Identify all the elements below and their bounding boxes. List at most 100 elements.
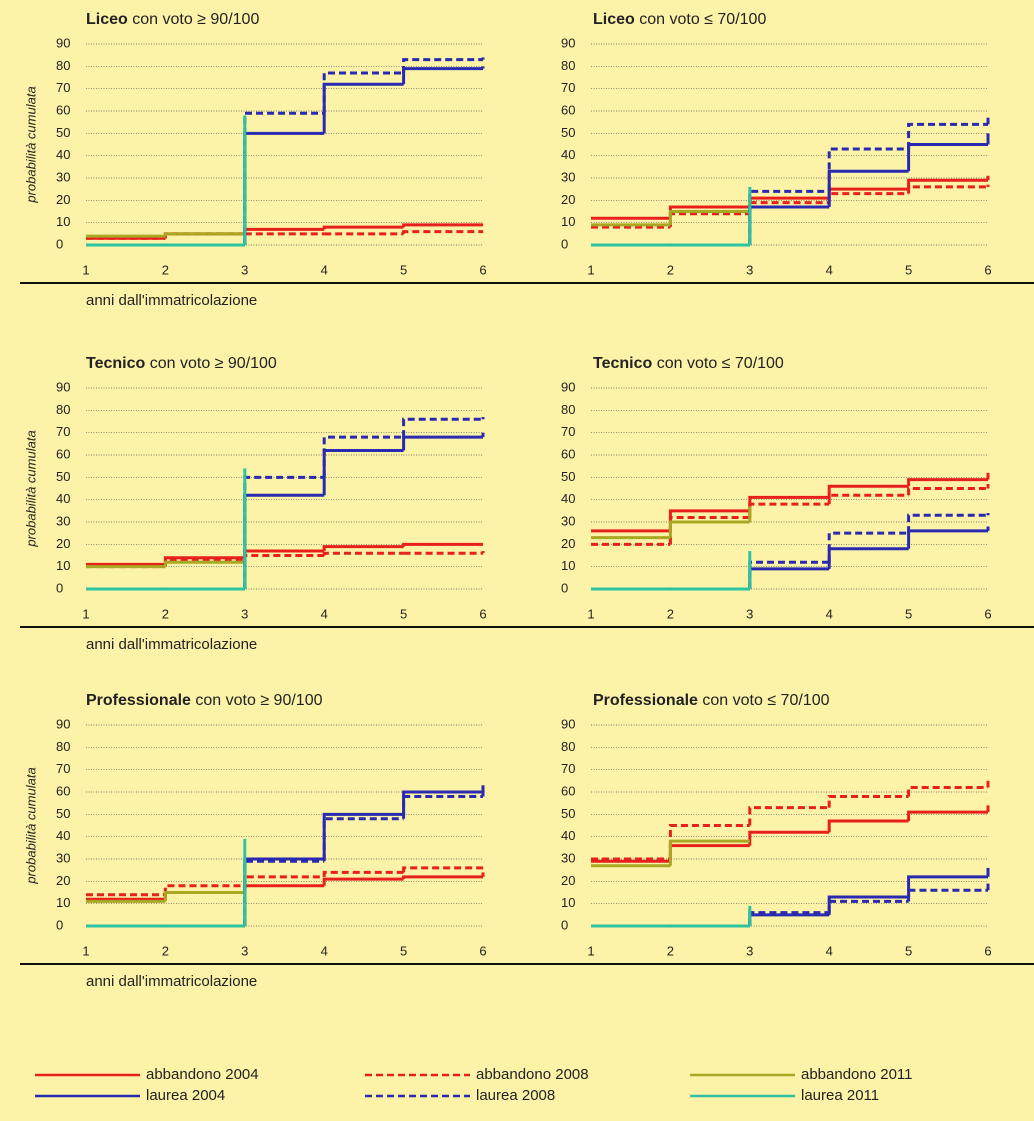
- y-tick-label: 0: [56, 580, 63, 595]
- title-rest: con voto ≥ 90/100: [150, 355, 277, 372]
- step-segment: [827, 899, 909, 913]
- y-tick-label: 80: [56, 402, 70, 417]
- y-tick-label: 30: [561, 513, 575, 528]
- y-tick-label: 50: [561, 469, 575, 484]
- step-segment: [827, 147, 909, 192]
- legend-label: abbandono 2008: [476, 1066, 589, 1083]
- step-segment: [827, 794, 909, 808]
- y-tick-label: 20: [56, 192, 70, 207]
- step-segment: [668, 516, 750, 545]
- step-segment: [907, 513, 988, 534]
- y-tick-label: 70: [56, 80, 70, 95]
- step-segment: [322, 71, 404, 114]
- step-segment: [163, 232, 245, 237]
- x-tick-label: 2: [162, 943, 169, 958]
- y-tick-label: 30: [56, 513, 70, 528]
- step-segment: [668, 844, 750, 862]
- x-tick-label: 1: [82, 606, 89, 621]
- x-tick-label: 5: [905, 943, 912, 958]
- y-tick-label: 40: [56, 491, 70, 506]
- x-tick-label: 2: [162, 262, 169, 277]
- x-tick-label: 6: [479, 606, 486, 621]
- y-tick-label: 80: [561, 58, 575, 73]
- y-tick-label: 40: [561, 491, 575, 506]
- y-tick-label: 20: [561, 536, 575, 551]
- step-segment: [163, 891, 245, 902]
- y-tick-label: 40: [56, 828, 70, 843]
- legend-label: abbandono 2011: [801, 1066, 913, 1083]
- step-segment: [827, 819, 909, 833]
- y-tick-label: 70: [561, 761, 575, 776]
- step-segment: [243, 857, 325, 926]
- step-segment: [907, 786, 988, 797]
- y-tick-label: 0: [56, 236, 63, 251]
- y-tick-label: 20: [561, 192, 575, 207]
- y-tick-label: 10: [56, 214, 70, 229]
- step-segment: [907, 810, 988, 822]
- y-tick-label: 70: [561, 424, 575, 439]
- panel-title: Professionale con voto ≤ 70/100: [593, 692, 830, 709]
- x-tick-label: 6: [984, 606, 991, 621]
- x-tick-label: 6: [479, 943, 486, 958]
- step-segment: [748, 913, 830, 926]
- step-segment: [322, 545, 404, 552]
- y-tick-label: 90: [56, 716, 70, 731]
- y-tick-label: 90: [561, 379, 575, 394]
- y-axis-label: probabilità cumulata: [23, 86, 38, 203]
- step-segment: [402, 866, 483, 873]
- step-segment: [163, 560, 245, 567]
- x-tick-label: 6: [479, 262, 486, 277]
- y-tick-label: 90: [561, 35, 575, 50]
- step-segment: [402, 417, 483, 438]
- x-tick-label: 1: [587, 943, 594, 958]
- x-tick-label: 4: [321, 606, 328, 621]
- y-tick-label: 0: [561, 236, 568, 251]
- y-tick-label: 90: [56, 379, 70, 394]
- legend-label: laurea 2011: [801, 1087, 879, 1104]
- y-tick-label: 30: [561, 850, 575, 865]
- step-segment: [243, 884, 325, 893]
- step-segment: [827, 895, 909, 915]
- title-rest: con voto ≤ 70/100: [657, 355, 784, 372]
- step-segment: [827, 531, 909, 563]
- y-tick-label: 40: [56, 147, 70, 162]
- step-segment: [748, 502, 830, 518]
- x-tick-label: 3: [241, 606, 248, 621]
- title-bold: Professionale: [593, 692, 698, 709]
- x-axis-label: anni dall'immatricolazione: [86, 292, 257, 309]
- step-segment: [827, 484, 909, 498]
- x-tick-label: 2: [667, 262, 674, 277]
- step-segment: [907, 185, 988, 194]
- x-axis-label: anni dall'immatricolazione: [86, 973, 257, 990]
- y-tick-label: 50: [56, 806, 70, 821]
- step-segment: [402, 435, 483, 451]
- x-tick-label: 5: [400, 262, 407, 277]
- panel-title: Liceo con voto ≤ 70/100: [593, 11, 766, 28]
- step-segment: [322, 449, 404, 496]
- y-tick-label: 90: [561, 716, 575, 731]
- step-segment: [907, 875, 988, 897]
- step-segment: [322, 877, 404, 886]
- x-tick-label: 1: [587, 606, 594, 621]
- step-segment: [748, 560, 830, 589]
- y-tick-label: 10: [561, 214, 575, 229]
- step-segment: [322, 551, 404, 556]
- x-tick-label: 3: [746, 943, 753, 958]
- step-segment: [668, 210, 750, 225]
- step-segment: [827, 493, 909, 505]
- y-tick-label: 0: [561, 580, 568, 595]
- title-rest: con voto ≥ 90/100: [195, 692, 322, 709]
- legend-label: laurea 2004: [146, 1087, 225, 1104]
- x-tick-label: 4: [321, 943, 328, 958]
- y-tick-label: 80: [56, 58, 70, 73]
- step-segment: [243, 493, 325, 589]
- step-segment: [827, 192, 909, 203]
- title-rest: con voto ≥ 90/100: [132, 11, 259, 28]
- x-tick-label: 2: [667, 943, 674, 958]
- x-tick-label: 5: [905, 262, 912, 277]
- legend-label: laurea 2008: [476, 1087, 555, 1104]
- step-segment: [322, 435, 404, 478]
- step-segment: [668, 212, 750, 228]
- x-tick-label: 4: [826, 943, 833, 958]
